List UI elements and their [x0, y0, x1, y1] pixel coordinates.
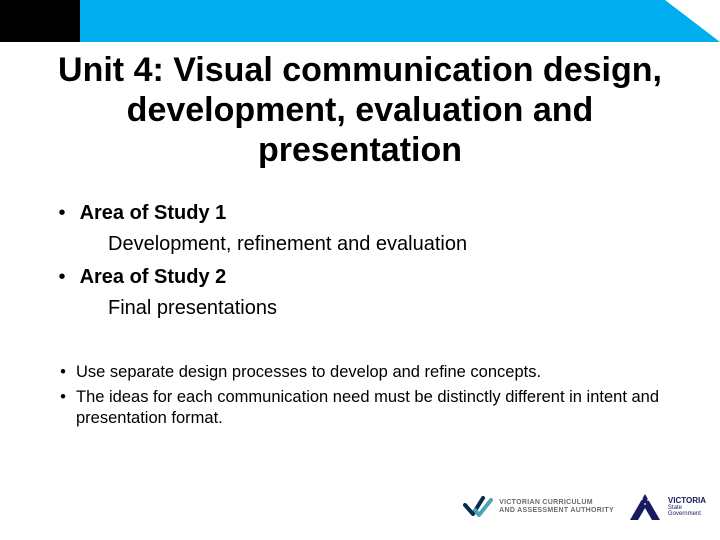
note-text: Use separate design processes to develop…: [76, 362, 670, 383]
bullet-icon: •: [50, 362, 76, 383]
triangle-icon: [628, 492, 662, 522]
slide-title: Unit 4: Visual communication design, dev…: [40, 50, 680, 170]
top-bar: [0, 0, 720, 42]
note-item: • The ideas for each communication need …: [50, 387, 670, 429]
area-label: Area of Study 2: [80, 266, 227, 288]
notes-block: • Use separate design processes to devel…: [50, 362, 670, 433]
bullet-icon: •: [50, 200, 74, 227]
note-item: • Use separate design processes to devel…: [50, 362, 670, 383]
vicgov-line1: VICTORIA: [668, 497, 706, 505]
checkmark-icon: [463, 496, 493, 518]
vicgov-line3: Government: [668, 511, 706, 517]
area-label: Area of Study 1: [80, 202, 227, 224]
top-bar-cyan: [80, 0, 720, 42]
bullet-icon: •: [50, 264, 74, 291]
area-detail: Final presentations: [108, 295, 670, 322]
bullet-icon: •: [50, 387, 76, 429]
vcaa-logo: VICTORIAN CURRICULUM AND ASSESSMENT AUTH…: [463, 496, 614, 518]
content-block: • Area of Study 1 Development, refinemen…: [50, 200, 670, 328]
area-of-study-item: • Area of Study 1: [50, 200, 670, 227]
area-detail: Development, refinement and evaluation: [108, 231, 670, 258]
top-bar-wedge: [665, 0, 720, 42]
vicgov-text: VICTORIA State Government: [668, 497, 706, 518]
area-of-study-item: • Area of Study 2: [50, 264, 670, 291]
vcaa-line2: AND ASSESSMENT AUTHORITY: [499, 507, 614, 515]
vcaa-line1: VICTORIAN CURRICULUM: [499, 499, 614, 507]
footer-logos: VICTORIAN CURRICULUM AND ASSESSMENT AUTH…: [463, 484, 706, 530]
vcaa-text: VICTORIAN CURRICULUM AND ASSESSMENT AUTH…: [499, 499, 614, 515]
note-text: The ideas for each communication need mu…: [76, 387, 670, 429]
slide: Unit 4: Visual communication design, dev…: [0, 0, 720, 540]
top-bar-black: [0, 0, 80, 42]
victoria-gov-logo: VICTORIA State Government: [628, 492, 706, 522]
